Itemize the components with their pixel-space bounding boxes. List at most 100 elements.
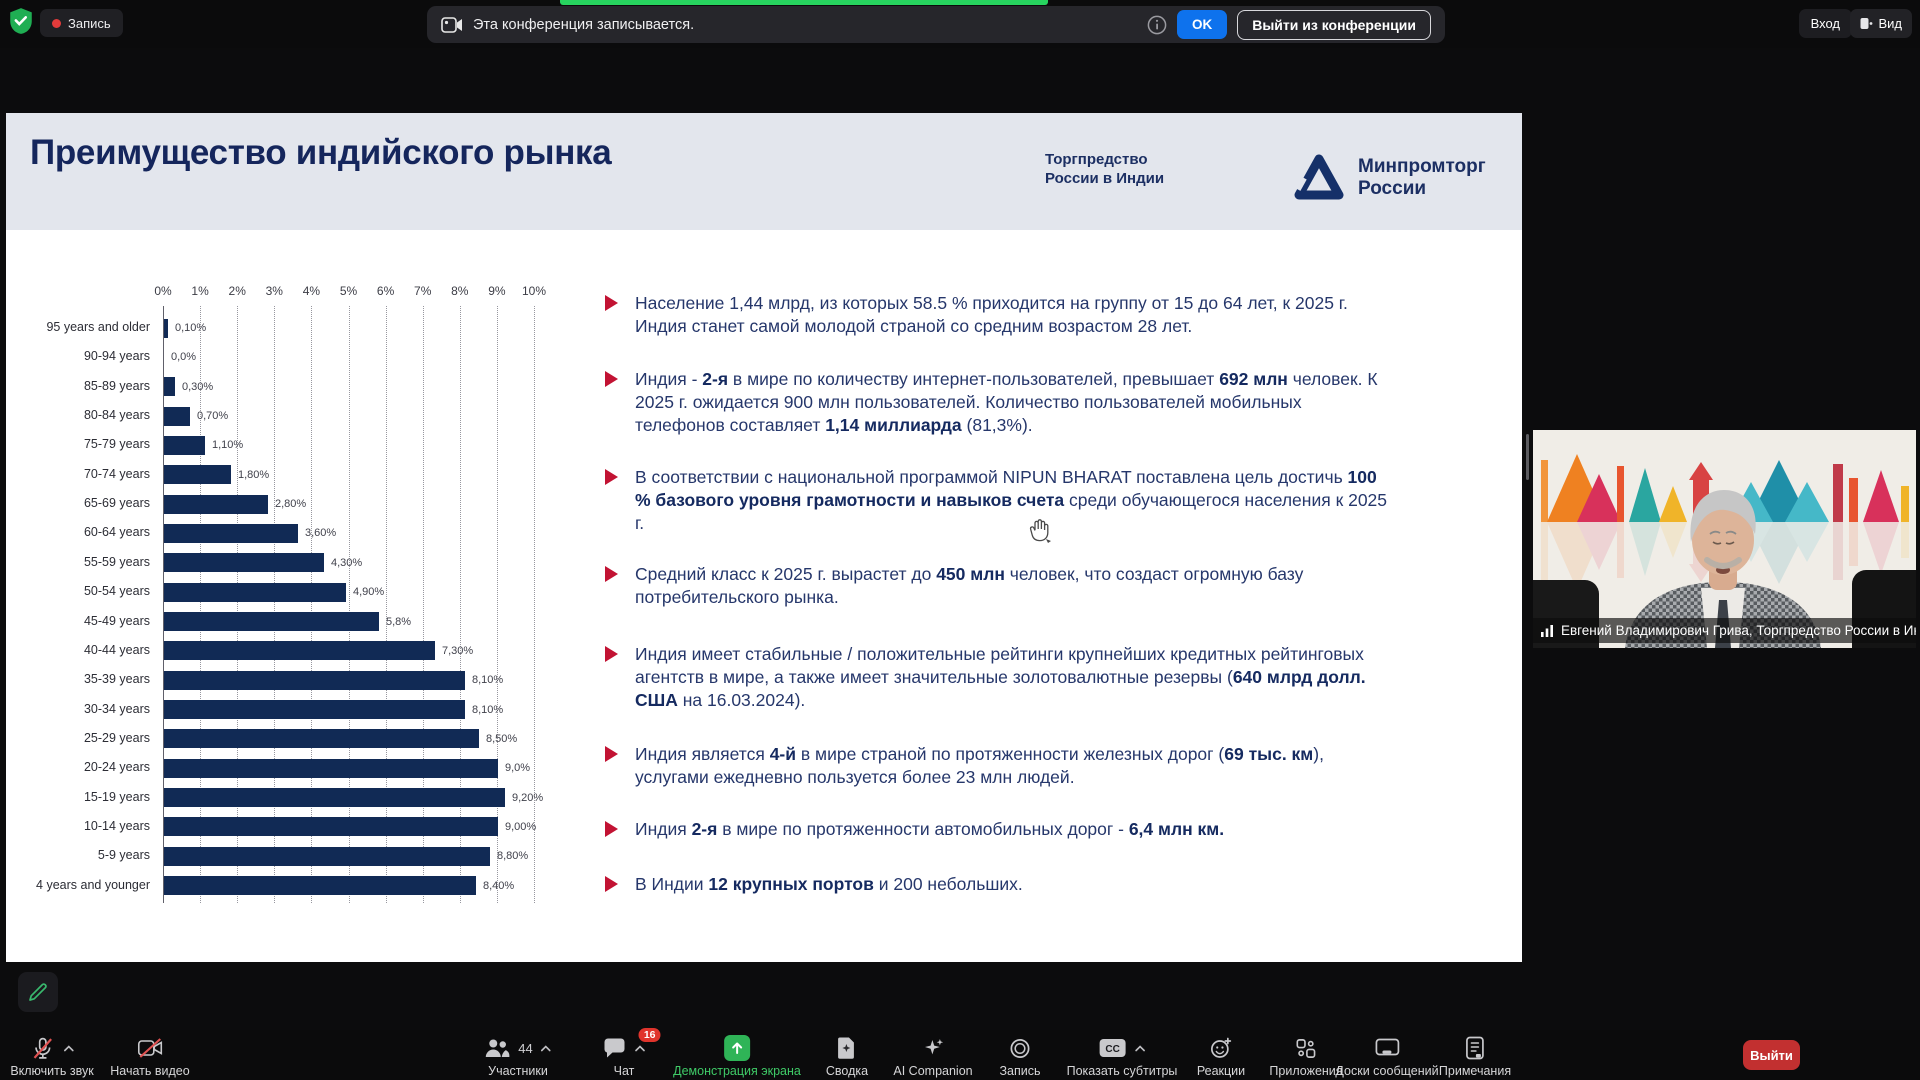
chart-gridline	[459, 306, 461, 903]
chevron-up-icon[interactable]	[1135, 1044, 1146, 1052]
recording-dot-icon	[52, 18, 61, 28]
toolbar-label: Сводка	[825, 1064, 869, 1078]
cc-icon: CC	[1099, 1037, 1127, 1059]
sign-in-button[interactable]: Вход	[1798, 9, 1852, 38]
share-screen-green-icon	[723, 1035, 750, 1061]
chart-category-label: 45-49 years	[83, 614, 150, 628]
toolbar-summary-button[interactable]: Сводка	[826, 1035, 868, 1078]
bullet-text: Средний класс к 2025 г. вырастет до	[635, 564, 937, 584]
chart-category-label: 80-84 years	[83, 408, 150, 422]
recording-camera-icon	[441, 16, 463, 33]
chart-x-tick-label: 1%	[191, 284, 209, 298]
bullet-text: среди обучающегося населения к 2025 г.	[635, 490, 1388, 533]
bullet-text-bold: 2-я	[691, 819, 718, 839]
age-distribution-bar-chart: 0% 1% 2% 3% 4% 5% 6% 7% 8% 9% 10% 95 years and olde…	[6, 113, 1522, 962]
chart-bar	[164, 759, 498, 778]
bullet-item: В соответствии с национальной программой…	[605, 466, 1390, 535]
chart-category-label: 55-59 years	[83, 555, 150, 569]
bullet-text: в мире страной по протяженности железных…	[796, 744, 1225, 764]
toolbar-captions-button[interactable]: CC Показать субтитры	[1067, 1035, 1177, 1078]
chart-bar	[164, 612, 379, 631]
chart-x-tick-label: 7%	[414, 284, 432, 298]
bullet-text: (81,3%).	[961, 415, 1033, 435]
toolbar-notes-button[interactable]: Примечания	[1439, 1035, 1511, 1078]
toolbar-icon-row	[137, 1035, 163, 1061]
toolbar-apps-button[interactable]: Приложения	[1269, 1035, 1343, 1078]
participant-video-tile[interactable]: Евгений Владимирович Грива, Торгпредство…	[1533, 430, 1916, 648]
chart-value-label: 9,00%	[505, 821, 537, 833]
toolbar-label: Демонстрация экрана	[673, 1064, 801, 1078]
pencil-icon	[29, 983, 47, 1001]
annotation-pencil-button[interactable]	[18, 972, 58, 1012]
toolbar-unmute-button[interactable]: Включить звук	[10, 1035, 94, 1078]
bullet-text: на 16.03.2024).	[677, 690, 806, 710]
chart-value-label: 1,10%	[212, 439, 244, 451]
participants-icon	[484, 1037, 510, 1059]
bullet-text: ), услугами ежедневно пользуется более 2…	[635, 744, 1324, 787]
chart-value-label: 8,10%	[472, 704, 504, 716]
toolbar-share-button[interactable]: Демонстрация экрана	[673, 1035, 801, 1078]
chart-gridline	[200, 306, 202, 903]
chart-category-label: 85-89 years	[83, 379, 150, 393]
minpromtorg-line2: России	[1358, 178, 1427, 199]
leave-meeting-button[interactable]: Выйти	[1743, 1040, 1800, 1070]
toolbar-participants-button[interactable]: 44 Участники	[484, 1035, 552, 1078]
chart-bar	[164, 553, 324, 572]
chart-value-label: 7,30%	[442, 645, 474, 657]
chart-value-label: 9,20%	[512, 792, 544, 804]
toolbar-reactions-button[interactable]: Реакции	[1197, 1035, 1245, 1078]
info-icon[interactable]	[1147, 15, 1167, 35]
bullet-text: Индия -	[635, 369, 703, 389]
chevron-up-icon[interactable]	[63, 1044, 74, 1052]
toolbar-start-video-button[interactable]: Начать видео	[110, 1035, 190, 1078]
mic-off-icon	[30, 1036, 55, 1061]
bullet-text-bold: 692 млн	[1219, 369, 1288, 389]
minpromtorg-logo-icon	[1293, 152, 1345, 210]
bullet-text: В соответствии с национальной программой…	[635, 467, 1348, 487]
recording-indicator[interactable]: Запись	[40, 9, 123, 37]
ok-button[interactable]: OK	[1176, 10, 1228, 39]
toolbar-icon-row	[1465, 1035, 1485, 1061]
leave-conference-button[interactable]: Выйти из конференции	[1237, 9, 1431, 40]
chart-category-label: 70-74 years	[83, 467, 150, 481]
chart-category-label: 25-29 years	[83, 731, 150, 745]
toolbar-icon-row: CC	[1099, 1035, 1146, 1061]
record-icon	[1008, 1037, 1031, 1060]
chart-bar	[164, 671, 465, 690]
chart-value-label: 8,80%	[497, 850, 529, 862]
bullet-text: в мире по количеству интернет-пользовате…	[728, 369, 1220, 389]
bullet-text: Население 1,44 млрд, из которых 58.5 % п…	[635, 293, 1348, 336]
view-button[interactable]: Вид	[1850, 9, 1912, 38]
bullet-text: Индия имеет стабильные / положительные р…	[635, 644, 1364, 687]
chart-value-label: 0,30%	[182, 381, 214, 393]
chart-x-tick-label: 8%	[451, 284, 469, 298]
bullet-item: Средний класс к 2025 г. вырастет до 450 …	[605, 563, 1390, 609]
participant-name-bar: Евгений Владимирович Грива, Торгпредство…	[1533, 618, 1916, 643]
security-shield-icon[interactable]	[8, 7, 34, 35]
toolbar-icon-row	[921, 1035, 945, 1061]
toolbar-whiteboards-button[interactable]: Доски сообщений	[1335, 1035, 1439, 1078]
bullet-text: В Индии	[635, 874, 709, 894]
view-layout-icon	[1860, 17, 1873, 30]
chart-gridline	[496, 306, 498, 903]
chart-x-tick-label: 10%	[521, 284, 547, 298]
chart-category-label: 65-69 years	[83, 496, 150, 510]
toolbar-chat-button[interactable]: 16 Чат	[603, 1028, 661, 1078]
chart-bar	[164, 847, 490, 866]
chart-bar	[164, 407, 190, 426]
bullet-text-bold: 450 млн	[936, 564, 1005, 584]
chart-x-tick-label: 4%	[302, 284, 321, 298]
scrollbar[interactable]	[1526, 434, 1529, 480]
chevron-up-icon[interactable]	[541, 1044, 552, 1052]
toolbar-record-button[interactable]: Запись	[999, 1035, 1041, 1078]
chevron-up-icon[interactable]	[635, 1044, 646, 1052]
toolbar-ai-companion-button[interactable]: AI Companion	[893, 1035, 973, 1078]
recording-notification-bar: Эта конференция записывается. OK Выйти и…	[427, 6, 1445, 43]
bullet-triangle-icon	[605, 566, 618, 582]
toolbar-icon-row	[723, 1035, 750, 1061]
chart-value-label: 2,80%	[275, 498, 307, 510]
bullet-text: человек, что создаст огромную базу потре…	[635, 564, 1304, 607]
bullet-text: и 200 небольших.	[873, 874, 1023, 894]
chart-gridline	[311, 306, 313, 903]
chart-bar	[164, 495, 268, 514]
